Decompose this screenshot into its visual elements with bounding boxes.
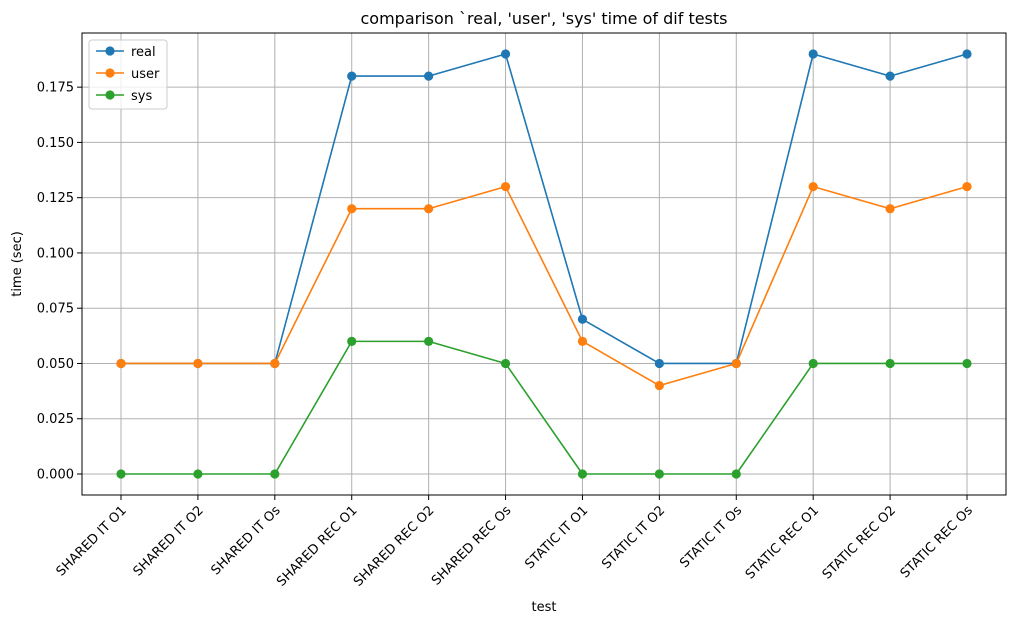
data-point-sys <box>962 358 972 369</box>
data-point-sys <box>808 358 818 369</box>
data-point-real <box>347 71 357 81</box>
legend-item-real: real <box>96 45 156 60</box>
data-point-sys <box>731 469 741 479</box>
legend-marker <box>105 68 115 78</box>
data-point-user <box>193 358 203 369</box>
data-point-sys <box>885 358 895 369</box>
chart-title: comparison `real, 'user', 'sys' time of … <box>360 9 727 28</box>
data-point-user <box>654 380 664 391</box>
data-point-real <box>808 49 818 59</box>
data-point-user <box>731 358 741 369</box>
data-point-user <box>424 204 434 214</box>
y-tick-label: 0.150 <box>37 136 74 151</box>
legend: real user sys <box>88 39 168 110</box>
data-point-sys <box>577 469 588 479</box>
data-point-user <box>347 204 357 214</box>
y-tick-label: 0.125 <box>37 191 74 206</box>
legend-item-sys: sys <box>96 89 152 104</box>
legend-item-user: user <box>96 67 160 82</box>
data-point-sys <box>193 469 203 479</box>
y-axis-title: time (sec) <box>10 231 25 297</box>
data-point-sys <box>424 336 434 346</box>
data-point-sys <box>347 336 357 346</box>
data-point-sys <box>270 469 280 479</box>
data-point-sys <box>500 358 511 369</box>
data-point-user <box>962 182 972 192</box>
y-tick-label: 0.075 <box>37 302 74 317</box>
legend-marker <box>105 90 115 100</box>
y-tick-label: 0.050 <box>37 357 74 372</box>
data-point-real <box>500 49 511 59</box>
y-tick-label: 0.025 <box>37 412 74 427</box>
data-point-user <box>116 358 126 369</box>
data-point-sys <box>116 469 126 479</box>
plot-frame <box>81 32 1007 496</box>
y-axis: 0.000 0.025 0.050 0.075 0.100 0.125 0.150 0.175 <box>37 81 82 483</box>
data-point-real <box>885 71 895 81</box>
legend-label: real <box>131 45 156 60</box>
legend-label: sys <box>131 89 152 104</box>
data-point-real <box>424 71 434 81</box>
y-tick-label: 0.175 <box>37 81 74 96</box>
data-point-user <box>500 182 511 192</box>
y-tick-label: 0.100 <box>37 246 74 261</box>
series-line-user <box>121 185 968 387</box>
series-sys <box>116 336 972 479</box>
data-point-user <box>577 336 588 346</box>
data-point-real <box>654 358 664 369</box>
series-group <box>116 49 972 479</box>
legend-label: user <box>131 67 160 82</box>
data-point-sys <box>654 469 664 479</box>
x-axis-title: test <box>532 600 557 615</box>
data-point-user <box>885 204 895 214</box>
data-point-real <box>962 49 972 59</box>
y-tick-label: 0.000 <box>37 468 74 483</box>
data-point-user <box>808 182 818 192</box>
legend-marker <box>105 46 115 56</box>
data-point-real <box>577 314 588 324</box>
data-point-user <box>270 358 280 369</box>
series-user <box>116 182 972 391</box>
series-line-sys <box>121 340 967 475</box>
